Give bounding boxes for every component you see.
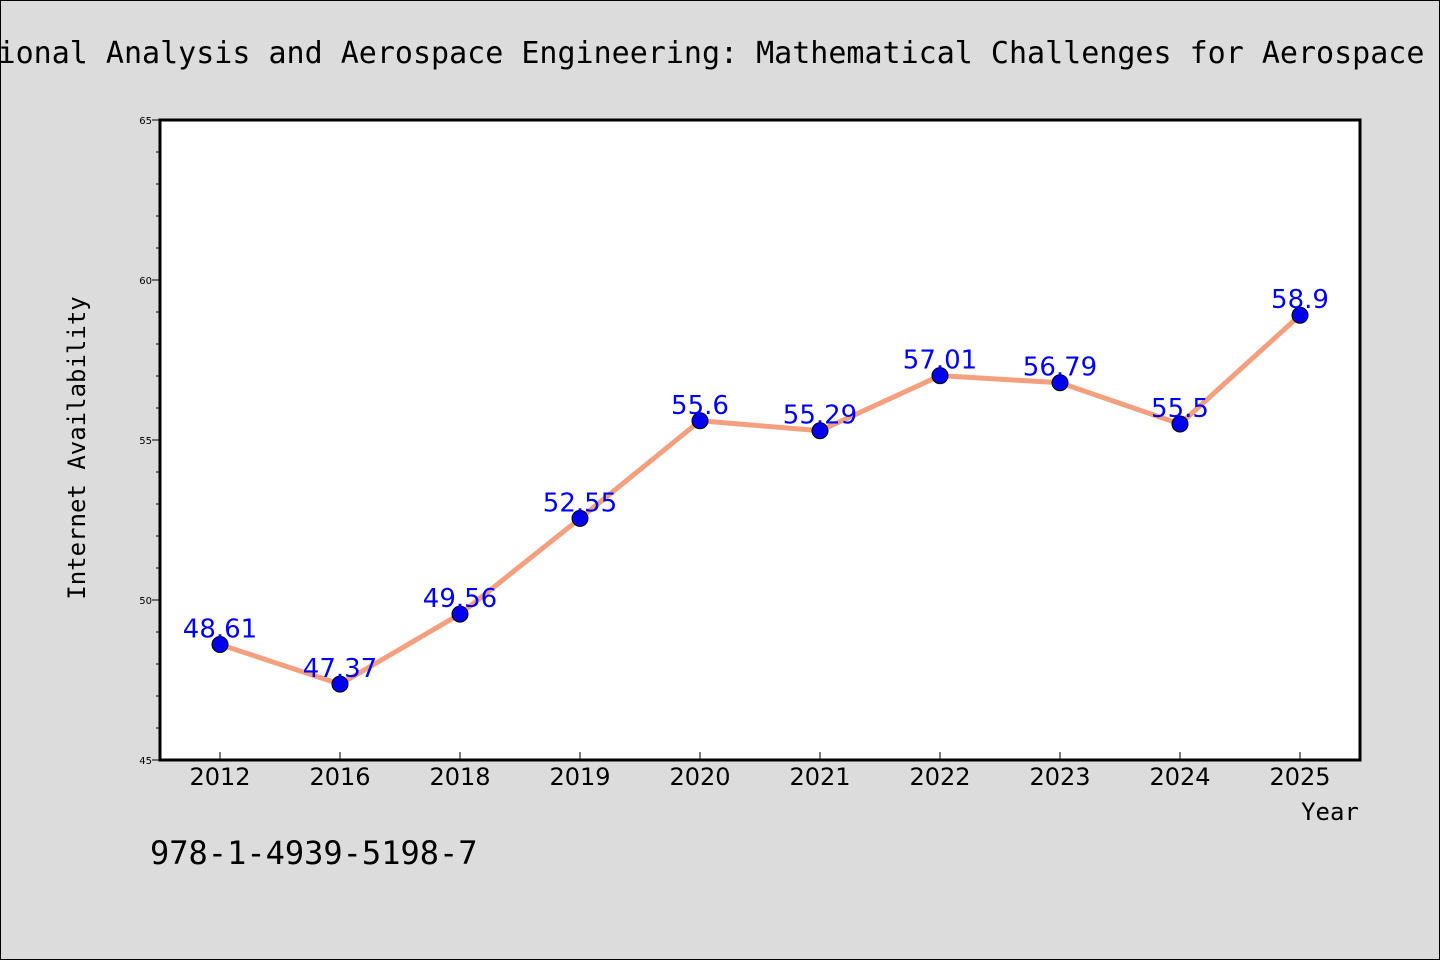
y-tick-label: 45 [139,756,152,767]
data-label: 52.55 [543,488,617,518]
data-point [1051,374,1069,392]
data-label: 58.9 [1271,285,1329,315]
x-axis-label: Year [1301,798,1359,826]
y-axis: 45 50 55 60 65 [139,116,160,767]
x-tick-label: 2012 [189,763,250,791]
data-labels: 48.61 47.37 49.56 52.55 55.6 55.29 57.01 56.79 5… [183,285,1329,684]
x-tick-label: 2019 [549,763,610,791]
data-label: 47.37 [303,654,377,684]
y-axis-label: Internet Availability [63,296,91,599]
data-label: 55.29 [783,401,857,431]
data-label: 55.5 [1151,394,1209,424]
x-tick-label: 2016 [309,763,370,791]
data-point [331,675,349,693]
series-line [217,312,1303,687]
y-tick-label: 60 [139,276,152,287]
y-tick-label: 65 [139,116,152,127]
y-tick-label: 50 [139,596,152,607]
x-axis: 2012 2016 2018 2019 2020 2021 2022 2023 2024 2025 [189,752,1331,791]
x-tick-label: 2020 [669,763,730,791]
data-point [1291,306,1309,324]
data-point [571,509,589,527]
y-tick-label: 55 [139,436,152,447]
x-tick-label: 2024 [1149,763,1210,791]
series-line-group [217,312,1303,687]
x-tick-label: 2018 [429,763,490,791]
chart-title: Variational Analysis and Aerospace Engin… [0,36,1440,71]
x-tick-label: 2022 [909,763,970,791]
data-point [211,635,229,653]
data-point [451,605,469,623]
data-point [931,367,949,385]
x-tick-label: 2023 [1029,763,1090,791]
data-label: 55.6 [671,391,729,421]
x-tick-label: 2025 [1269,763,1330,791]
data-markers [211,306,1309,693]
data-label: 49.56 [423,584,497,614]
x-tick-label: 2021 [789,763,850,791]
data-label: 56.79 [1023,353,1097,383]
data-point [811,422,829,440]
data-label: 57.01 [903,346,977,376]
data-label: 48.61 [183,614,257,644]
plot-border [158,118,1362,762]
data-point [691,412,709,430]
plot-area [160,120,1360,760]
data-point [1171,415,1189,433]
isbn-footer: 978-1-4939-5198-7 [150,834,478,872]
